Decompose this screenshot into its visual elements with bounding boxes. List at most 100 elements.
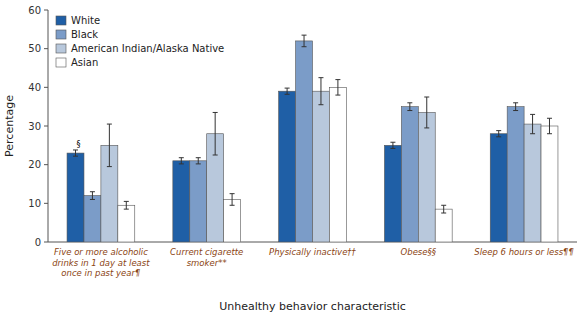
error-line: [232, 194, 233, 206]
x-tick-label: Obese§§: [401, 247, 437, 257]
bar: [279, 91, 296, 242]
error-cap: [196, 157, 201, 158]
y-axis-title: Percentage: [3, 95, 16, 157]
error-cap: [407, 110, 412, 111]
bars: [67, 35, 558, 242]
error-cap: [73, 156, 78, 157]
error-bar: [230, 194, 235, 206]
error-bar: [318, 78, 323, 105]
y-tick: [44, 126, 48, 127]
error-cap: [285, 88, 290, 89]
x-tick-label-line: Physically inactive††: [269, 247, 357, 257]
bar: [329, 87, 346, 242]
error-bar: [547, 118, 552, 133]
error-cap: [496, 130, 501, 131]
error-line: [304, 35, 305, 47]
error-bar: [73, 150, 78, 156]
y-tick-label: 60: [28, 5, 41, 16]
error-cap: [530, 133, 535, 134]
error-line: [320, 78, 321, 105]
x-tick-label-line: Sleep 6 hours or less¶¶: [474, 247, 574, 257]
bar: [401, 107, 418, 242]
y-tick: [44, 242, 48, 243]
bar: [313, 91, 330, 242]
error-line: [443, 205, 444, 213]
bar: [296, 41, 313, 242]
error-cap: [196, 163, 201, 164]
error-bar: [407, 103, 412, 111]
error-cap: [302, 46, 307, 47]
error-line: [426, 97, 427, 128]
error-cap: [90, 191, 95, 192]
error-line: [498, 131, 499, 137]
legend-swatch: [56, 30, 66, 39]
error-bar: [496, 131, 501, 137]
x-tick-label: Five or more alcoholicdrinks in 1 day at…: [52, 247, 150, 278]
error-cap: [513, 110, 518, 111]
error-bar: [285, 88, 290, 94]
error-cap: [318, 104, 323, 105]
legend-swatch: [56, 58, 66, 67]
error-cap: [547, 118, 552, 119]
error-bar: [124, 201, 129, 209]
error-bar: [196, 158, 201, 164]
error-bar: [390, 142, 395, 148]
y-tick-label: 10: [28, 198, 41, 209]
error-cap: [124, 209, 129, 210]
error-line: [549, 118, 550, 133]
error-bar: [441, 205, 446, 213]
y-tick-label: 0: [35, 237, 41, 248]
error-bar: [513, 103, 518, 111]
annotation: §: [77, 140, 81, 149]
error-cap: [124, 201, 129, 202]
bar: [118, 205, 135, 242]
legend-label: White: [71, 15, 100, 26]
x-tick-label: Physically inactive††: [269, 247, 357, 257]
error-bar: [90, 192, 95, 200]
chart: 0102030405060§Five or more alcoholicdrin…: [0, 0, 587, 316]
bar: [507, 107, 524, 242]
x-tick-label-line: once in past year¶: [61, 268, 140, 278]
x-tick-label-line: Five or more alcoholic: [54, 247, 148, 257]
bar: [541, 126, 558, 242]
error-line: [532, 114, 533, 133]
error-cap: [90, 199, 95, 200]
error-cap: [335, 79, 340, 80]
error-cap: [496, 136, 501, 137]
bar: [418, 112, 435, 242]
y-tick: [44, 48, 48, 49]
y-tick-label: 40: [28, 82, 41, 93]
legend-label: Asian: [71, 57, 98, 68]
error-bar: [335, 80, 340, 95]
y-tick: [44, 203, 48, 204]
error-cap: [407, 102, 412, 103]
error-line: [337, 80, 338, 95]
y-tick: [44, 10, 48, 11]
bar: [67, 153, 84, 242]
error-bar: [179, 158, 184, 164]
bar: [435, 209, 452, 242]
error-cap: [285, 94, 290, 95]
legend-label: American Indian/Alaska Native: [71, 43, 224, 54]
legend: WhiteBlackAmerican Indian/Alaska NativeA…: [56, 15, 224, 68]
x-tick-label: Sleep 6 hours or less¶¶: [474, 247, 574, 257]
x-axis-title: Unhealthy behavior characteristic: [219, 300, 406, 313]
bar: [190, 161, 207, 242]
x-tick-label: Current cigarettesmoker**: [170, 247, 243, 268]
y-tick-label: 30: [28, 121, 41, 132]
error-line: [392, 142, 393, 148]
y-tick-label: 20: [28, 159, 41, 170]
error-line: [287, 88, 288, 94]
error-cap: [318, 77, 323, 78]
x-tick-label-line: drinks in 1 day at least: [52, 258, 150, 268]
error-cap: [179, 157, 184, 158]
error-cap: [179, 163, 184, 164]
error-cap: [424, 127, 429, 128]
error-cap: [441, 213, 446, 214]
error-cap: [213, 112, 218, 113]
error-bar: [424, 97, 429, 128]
error-line: [92, 192, 93, 200]
error-line: [109, 124, 110, 167]
bar: [524, 124, 541, 242]
bar: [490, 134, 507, 242]
